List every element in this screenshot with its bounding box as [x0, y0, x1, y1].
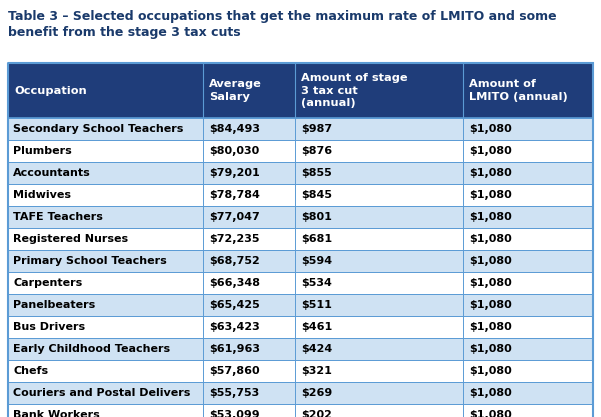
Text: Bank Workers: Bank Workers: [13, 410, 100, 417]
Text: $202: $202: [301, 410, 332, 417]
Text: $1,080: $1,080: [469, 410, 511, 417]
Text: $1,080: $1,080: [469, 278, 511, 288]
Text: Early Childhood Teachers: Early Childhood Teachers: [13, 344, 170, 354]
Text: $511: $511: [301, 300, 332, 310]
Text: $84,493: $84,493: [209, 124, 260, 134]
Text: Panelbeaters: Panelbeaters: [13, 300, 95, 310]
Text: $68,752: $68,752: [209, 256, 260, 266]
Text: Couriers and Postal Delivers: Couriers and Postal Delivers: [13, 388, 191, 398]
Text: $1,080: $1,080: [469, 190, 511, 200]
Text: $1,080: $1,080: [469, 124, 511, 134]
Bar: [8, 63, 593, 118]
Text: $1,080: $1,080: [469, 168, 511, 178]
Bar: [8, 272, 593, 294]
Text: benefit from the stage 3 tax cuts: benefit from the stage 3 tax cuts: [8, 26, 240, 39]
Text: Occupation: Occupation: [14, 85, 87, 95]
Text: $53,099: $53,099: [209, 410, 260, 417]
Bar: [8, 228, 593, 250]
Text: $72,235: $72,235: [209, 234, 260, 244]
Bar: [8, 250, 593, 272]
Text: $1,080: $1,080: [469, 344, 511, 354]
Bar: [8, 118, 593, 140]
Bar: [8, 316, 593, 338]
Text: $1,080: $1,080: [469, 300, 511, 310]
Bar: [8, 206, 593, 228]
Text: $461: $461: [301, 322, 332, 332]
Text: $855: $855: [301, 168, 332, 178]
Text: Carpenters: Carpenters: [13, 278, 82, 288]
Text: $801: $801: [301, 212, 332, 222]
Bar: [8, 162, 593, 184]
Text: $424: $424: [301, 344, 332, 354]
Text: Chefs: Chefs: [13, 366, 48, 376]
Text: $66,348: $66,348: [209, 278, 260, 288]
Text: Plumbers: Plumbers: [13, 146, 72, 156]
Text: $845: $845: [301, 190, 332, 200]
Text: $78,784: $78,784: [209, 190, 260, 200]
Text: $63,423: $63,423: [209, 322, 260, 332]
Bar: [8, 184, 593, 206]
Text: Accountants: Accountants: [13, 168, 91, 178]
Text: $1,080: $1,080: [469, 212, 511, 222]
Text: $1,080: $1,080: [469, 388, 511, 398]
Bar: [8, 140, 593, 162]
Text: TAFE Teachers: TAFE Teachers: [13, 212, 103, 222]
Text: $55,753: $55,753: [209, 388, 259, 398]
Text: $876: $876: [301, 146, 332, 156]
Text: $80,030: $80,030: [209, 146, 259, 156]
Bar: [8, 294, 593, 316]
Text: $1,080: $1,080: [469, 366, 511, 376]
Text: $321: $321: [301, 366, 332, 376]
Text: $77,047: $77,047: [209, 212, 260, 222]
Text: $61,963: $61,963: [209, 344, 260, 354]
Text: $1,080: $1,080: [469, 256, 511, 266]
Text: $534: $534: [301, 278, 332, 288]
Text: Midwives: Midwives: [13, 190, 71, 200]
Text: $1,080: $1,080: [469, 146, 511, 156]
Bar: [8, 360, 593, 382]
Bar: [8, 404, 593, 417]
Bar: [8, 338, 593, 360]
Text: Secondary School Teachers: Secondary School Teachers: [13, 124, 183, 134]
Text: Registered Nurses: Registered Nurses: [13, 234, 128, 244]
Bar: [8, 382, 593, 404]
Text: $681: $681: [301, 234, 332, 244]
Text: Bus Drivers: Bus Drivers: [13, 322, 85, 332]
Text: Amount of
LMITO (annual): Amount of LMITO (annual): [469, 79, 568, 102]
Text: $57,860: $57,860: [209, 366, 260, 376]
Text: $269: $269: [301, 388, 332, 398]
Text: $1,080: $1,080: [469, 234, 511, 244]
Text: Table 3 – Selected occupations that get the maximum rate of LMITO and some: Table 3 – Selected occupations that get …: [8, 10, 557, 23]
Text: Primary School Teachers: Primary School Teachers: [13, 256, 166, 266]
Text: $594: $594: [301, 256, 332, 266]
Text: $79,201: $79,201: [209, 168, 260, 178]
Text: $65,425: $65,425: [209, 300, 260, 310]
Bar: [8, 63, 593, 417]
Text: $1,080: $1,080: [469, 322, 511, 332]
Text: Amount of stage
3 tax cut
(annual): Amount of stage 3 tax cut (annual): [301, 73, 407, 108]
Text: $987: $987: [301, 124, 332, 134]
Text: Average
Salary: Average Salary: [209, 79, 262, 102]
